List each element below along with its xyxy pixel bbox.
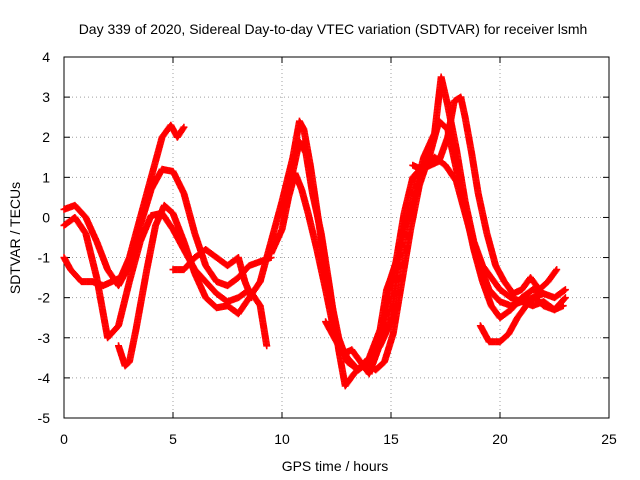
data-point	[561, 294, 569, 302]
data-point	[263, 342, 271, 350]
series-track-2	[60, 121, 188, 290]
data-point	[561, 286, 569, 294]
y-tick-label: -1	[38, 250, 51, 266]
data-point	[560, 286, 568, 294]
y-axis-label: SDTVAR / TECUs	[7, 182, 23, 294]
y-tick-label: 3	[42, 89, 50, 105]
series-track-9	[409, 93, 561, 298]
x-tick-label: 15	[383, 431, 399, 447]
x-tick-label: 25	[601, 431, 617, 447]
y-tick-label: 4	[42, 49, 50, 65]
axis-ticks: 0 5 10 15 20 25 -5 -4 -3 -2 -1 0 1 2 3 4	[38, 49, 617, 447]
data-point	[540, 290, 548, 298]
y-tick-label: -2	[38, 290, 51, 306]
data-point	[394, 254, 402, 262]
data-point	[553, 266, 561, 274]
data-point	[247, 294, 255, 302]
data-points	[60, 73, 569, 390]
data-point	[559, 302, 567, 310]
series-track-11	[322, 254, 402, 378]
y-tick-label: -5	[38, 410, 51, 426]
data-point	[179, 124, 187, 132]
y-tick-label: -4	[38, 370, 51, 386]
grid-lines	[64, 57, 609, 418]
data-point	[180, 123, 188, 131]
series-track-8	[476, 294, 567, 346]
plot-frame	[63, 56, 610, 419]
y-tick-label: 1	[42, 169, 50, 185]
y-tick-label: -3	[38, 330, 51, 346]
data-point	[552, 267, 560, 275]
x-tick-label: 5	[169, 431, 177, 447]
y-tick-label: 0	[42, 209, 50, 225]
y-tick-label: 2	[42, 129, 50, 145]
x-tick-label: 10	[274, 431, 290, 447]
x-tick-label: 0	[60, 431, 68, 447]
series-track-4	[115, 201, 264, 370]
series-track-10	[169, 246, 255, 302]
x-tick-label: 20	[492, 431, 508, 447]
x-axis-label: GPS time / hours	[282, 458, 389, 474]
data-point	[560, 295, 568, 303]
chart-title: Day 339 of 2020, Sidereal Day-to-day VTE…	[79, 21, 588, 37]
